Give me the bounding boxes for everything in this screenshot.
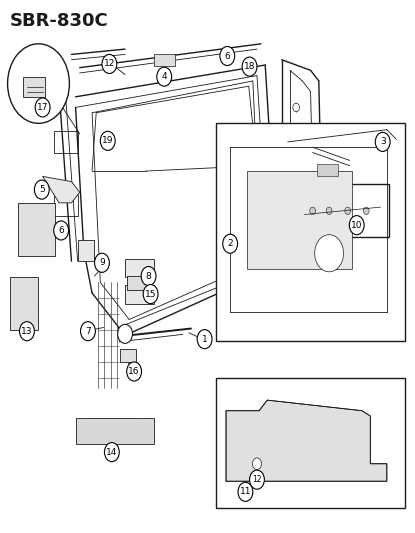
Text: 9: 9: [99, 259, 105, 267]
Bar: [247, 171, 352, 269]
Text: SBR-830C: SBR-830C: [10, 12, 108, 30]
Circle shape: [141, 266, 156, 286]
Bar: [54, 195, 78, 216]
Bar: [296, 184, 389, 237]
Text: 6: 6: [58, 226, 64, 235]
Circle shape: [100, 131, 115, 150]
Circle shape: [293, 135, 300, 143]
Polygon shape: [43, 176, 80, 203]
Text: 10: 10: [351, 221, 362, 230]
Text: 12: 12: [104, 60, 115, 68]
Text: 3: 3: [380, 138, 386, 147]
Bar: [23, 77, 46, 97]
Circle shape: [249, 470, 264, 489]
Circle shape: [315, 235, 344, 272]
Text: 16: 16: [128, 367, 140, 376]
Circle shape: [293, 199, 300, 207]
Circle shape: [81, 321, 95, 341]
Circle shape: [238, 482, 253, 502]
Circle shape: [293, 230, 300, 239]
Circle shape: [310, 207, 315, 215]
Bar: [125, 259, 154, 277]
Bar: [216, 378, 405, 508]
Bar: [216, 123, 405, 341]
Text: 5: 5: [39, 185, 45, 194]
Bar: [127, 276, 148, 290]
Circle shape: [143, 285, 158, 304]
Text: 19: 19: [102, 136, 113, 146]
Bar: [125, 285, 154, 304]
Circle shape: [102, 54, 117, 74]
Text: 18: 18: [244, 62, 255, 71]
Text: 13: 13: [21, 327, 33, 336]
Bar: [54, 131, 78, 152]
Circle shape: [220, 46, 235, 66]
Polygon shape: [226, 400, 387, 481]
Circle shape: [34, 180, 49, 199]
Circle shape: [326, 207, 332, 215]
Circle shape: [20, 321, 34, 341]
Circle shape: [105, 442, 119, 462]
Circle shape: [197, 329, 212, 349]
Text: 94357  830: 94357 830: [222, 499, 283, 510]
Text: 8: 8: [146, 271, 151, 280]
Circle shape: [157, 67, 172, 86]
Bar: [120, 349, 136, 362]
Circle shape: [117, 324, 132, 343]
Circle shape: [223, 234, 238, 253]
Circle shape: [363, 207, 369, 215]
Circle shape: [95, 253, 110, 272]
Bar: [317, 164, 338, 176]
Text: 11: 11: [240, 487, 251, 496]
Text: 14: 14: [106, 448, 117, 457]
Text: 7: 7: [85, 327, 91, 336]
Bar: [78, 240, 94, 261]
Circle shape: [127, 362, 142, 381]
Circle shape: [7, 44, 69, 123]
Circle shape: [375, 132, 390, 151]
Circle shape: [293, 103, 300, 112]
Bar: [10, 277, 39, 330]
Circle shape: [54, 221, 68, 240]
Circle shape: [242, 57, 257, 76]
Polygon shape: [76, 418, 154, 444]
Circle shape: [349, 216, 364, 235]
Text: 4: 4: [161, 72, 167, 81]
Circle shape: [252, 458, 261, 470]
Circle shape: [293, 167, 300, 175]
Text: 15: 15: [145, 289, 156, 298]
Text: 6: 6: [225, 52, 230, 61]
Text: 17: 17: [37, 103, 49, 112]
Circle shape: [345, 207, 351, 215]
Text: 12: 12: [252, 475, 262, 484]
Bar: [154, 54, 175, 66]
Bar: [18, 203, 55, 256]
Text: 2: 2: [227, 239, 233, 248]
Circle shape: [35, 98, 50, 117]
Text: 1: 1: [202, 335, 208, 344]
